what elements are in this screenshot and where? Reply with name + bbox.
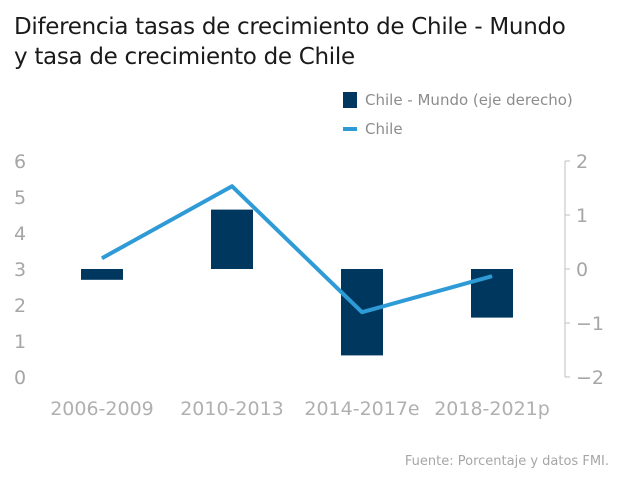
line-point-2014-2017e — [361, 311, 363, 313]
left-tick-label: 3 — [14, 259, 26, 281]
right-tick-label: −1 — [576, 313, 604, 335]
left-axis-ticks: 0 1 2 3 4 5 6 — [14, 151, 26, 389]
chart-title: Diferencia tasas de crecimiento de Chile… — [14, 12, 566, 72]
chart-title-line-1: Diferencia tasas de crecimiento de Chile… — [14, 14, 566, 40]
legend-item-bar: Chile - Mundo (eje derecho) — [343, 91, 573, 109]
left-tick-label: 6 — [14, 151, 26, 173]
source-note: Fuente: Porcentaje y datos FMI. — [404, 454, 609, 469]
line-point-2010-2013 — [231, 185, 233, 187]
chart-title-line-2: y tasa de crecimiento de Chile — [14, 44, 355, 70]
left-tick-label: 2 — [14, 295, 26, 317]
left-tick-label: 5 — [14, 187, 26, 209]
legend-line-swatch — [343, 127, 357, 131]
legend-label-bar: Chile - Mundo (eje derecho) — [365, 91, 573, 109]
right-tick-label: 2 — [576, 151, 588, 173]
category-label: 2006-2009 — [50, 398, 154, 420]
bar-2010-2013 — [211, 209, 253, 269]
line-series — [101, 184, 493, 315]
legend-item-line: Chile — [343, 120, 403, 138]
bar-series — [81, 209, 513, 356]
line-point-2006-2009 — [101, 257, 103, 259]
line-point-2018-2021p — [491, 275, 493, 277]
left-tick-label: 4 — [14, 223, 26, 245]
category-label: 2010-2013 — [180, 398, 284, 420]
right-tick-label: 1 — [576, 205, 588, 227]
right-axis-ticks: −2 −1 0 1 2 — [565, 151, 604, 389]
right-tick-label: −2 — [576, 367, 604, 389]
legend-label-line: Chile — [365, 120, 403, 138]
category-label: 2018-2021p — [434, 398, 550, 420]
right-tick-label: 0 — [576, 259, 588, 281]
left-tick-label: 1 — [14, 331, 26, 353]
category-label: 2014-2017e — [304, 398, 419, 420]
left-tick-label: 0 — [14, 367, 26, 389]
category-labels: 2006-2009 2010-2013 2014-2017e 2018-2021p — [50, 398, 550, 420]
legend-bar-swatch — [343, 92, 357, 108]
bar-2006-2009 — [81, 269, 123, 280]
line-chile — [101, 184, 493, 315]
